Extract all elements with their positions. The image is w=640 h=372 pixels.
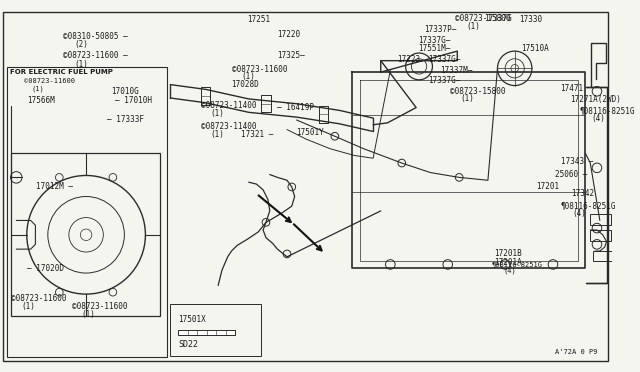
Text: ©08723-11400: ©08723-11400: [201, 122, 257, 131]
Text: (1): (1): [211, 109, 225, 118]
Text: 17201: 17201: [536, 182, 559, 192]
Text: (4): (4): [572, 209, 586, 218]
Text: 17510A: 17510A: [522, 44, 549, 53]
Text: 17337M—: 17337M—: [440, 66, 472, 75]
Text: (1): (1): [31, 85, 44, 92]
Text: ¶08116-8251G: ¶08116-8251G: [580, 106, 636, 115]
Bar: [590, 214, 611, 225]
Text: ¶08116-8251G: ¶08116-8251G: [561, 202, 616, 211]
Text: ©08723-11600: ©08723-11600: [232, 65, 287, 74]
Text: 17330: 17330: [520, 15, 543, 24]
Text: (1): (1): [241, 73, 255, 81]
Text: ¶08116-8251G: ¶08116-8251G: [492, 262, 543, 267]
Bar: [590, 230, 611, 241]
Text: 17551M—: 17551M—: [418, 44, 451, 53]
Text: 17337P—: 17337P—: [424, 25, 456, 33]
Text: 17201A: 17201A: [493, 258, 522, 267]
Text: 17501X: 17501X: [178, 315, 205, 324]
Text: ©08723-15800: ©08723-15800: [450, 87, 505, 96]
Text: ©08723-11600 —: ©08723-11600 —: [63, 51, 128, 60]
Text: ©08723-11400: ©08723-11400: [201, 101, 257, 110]
Bar: [170, 304, 261, 356]
Text: ©08723-11600: ©08723-11600: [24, 78, 75, 84]
Text: — 17010H: — 17010H: [115, 96, 152, 105]
Text: 17220: 17220: [277, 31, 301, 39]
Text: 17566M: 17566M: [27, 96, 54, 105]
Text: 17010G: 17010G: [111, 87, 139, 96]
Text: — 17020D: — 17020D: [27, 264, 64, 273]
Text: 17342: 17342: [571, 189, 595, 198]
Text: (1): (1): [466, 22, 480, 31]
Text: (1): (1): [21, 302, 35, 311]
Text: (1): (1): [75, 60, 88, 69]
Text: A'72A 0 P9: A'72A 0 P9: [556, 349, 598, 356]
Text: 17028D: 17028D: [232, 80, 259, 89]
Bar: [6, 67, 168, 357]
Text: 17337G—: 17337G—: [428, 55, 460, 64]
Text: 17321 —: 17321 —: [241, 130, 273, 139]
Text: (4): (4): [591, 113, 605, 123]
Text: FOR ELECTRIC FUEL PUMP: FOR ELECTRIC FUEL PUMP: [10, 69, 113, 75]
Text: 17251: 17251: [247, 15, 270, 24]
Text: (1): (1): [81, 310, 95, 319]
Text: SD22: SD22: [178, 340, 198, 349]
Text: 17271A(2WD): 17271A(2WD): [570, 95, 621, 105]
Text: (2): (2): [75, 40, 88, 49]
Text: 25060 —: 25060 —: [555, 170, 588, 179]
Text: ©08310-50805 —: ©08310-50805 —: [63, 32, 128, 41]
Text: 17012M —: 17012M —: [36, 182, 74, 192]
Bar: [178, 330, 236, 335]
Text: — 16419P: — 16419P: [277, 103, 314, 112]
Text: 17471: 17471: [559, 84, 583, 93]
Text: 17325—: 17325—: [277, 51, 305, 60]
Text: 17337G—: 17337G—: [428, 76, 460, 85]
Text: 17337G—: 17337G—: [418, 36, 451, 45]
Text: ©08723-11600: ©08723-11600: [72, 302, 127, 311]
Text: (4): (4): [503, 268, 516, 275]
Text: 17201B: 17201B: [493, 249, 522, 259]
Text: (1): (1): [460, 94, 474, 103]
Text: ©08723-11600: ©08723-11600: [12, 294, 67, 304]
Text: 17223: 17223: [397, 55, 420, 64]
Bar: [12, 154, 160, 316]
Bar: [593, 251, 612, 261]
Text: (1): (1): [211, 130, 225, 139]
Text: 17337G: 17337G: [484, 14, 512, 23]
Text: 17501Y: 17501Y: [296, 128, 324, 137]
Text: 17343 —: 17343 —: [561, 157, 593, 166]
Text: — 17333F: — 17333F: [107, 115, 144, 125]
Text: ©08723-15800: ©08723-15800: [456, 14, 511, 23]
